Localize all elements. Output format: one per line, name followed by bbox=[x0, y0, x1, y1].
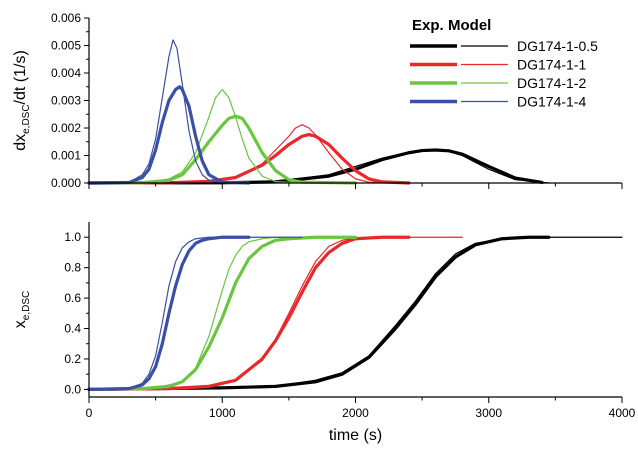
bottom-series-DG174-1-2-model bbox=[88, 236, 303, 390]
legend-header-model: Model bbox=[448, 17, 491, 34]
top-y-tick-label: 0.001 bbox=[51, 149, 81, 163]
x-tick-label: 1000 bbox=[209, 406, 236, 420]
bottom-y-axis-title: xe,DSC bbox=[12, 291, 32, 328]
bottom-y-tick-label: 1.0 bbox=[64, 230, 81, 244]
legend-label: DG174-1-2 bbox=[517, 75, 586, 91]
x-tick-label: 2000 bbox=[342, 406, 369, 420]
x-tick-label: 3000 bbox=[475, 406, 502, 420]
bottom-y-tick-label: 0.6 bbox=[64, 291, 81, 305]
top-panel: 0.000 0.001 0.002 0.003 0.004 0.005 0.006 dxe,D… bbox=[12, 11, 623, 190]
top-series-DG174-1-2-model bbox=[88, 88, 303, 184]
top-series-DG174-1-4-model bbox=[88, 39, 250, 184]
top-y-tick-label: 0.005 bbox=[51, 39, 81, 53]
legend-header-exp: Exp. bbox=[412, 17, 444, 34]
top-y-tick-label: 0.002 bbox=[51, 121, 81, 135]
top-series-DG174-1-1-model bbox=[88, 124, 397, 184]
top-y-tick-label: 0.004 bbox=[51, 66, 81, 80]
legend: Exp. Model DG174-1-0.5 DG174-1-1 DG174-1-2 DG… bbox=[410, 17, 598, 110]
bottom-y-tick-label: 0.2 bbox=[64, 352, 81, 366]
x-tick-label: 4000 bbox=[609, 406, 636, 420]
top-y-axis-title: dxe,DSC/dt (1/s) bbox=[12, 50, 32, 151]
top-series-DG174-1-0.5-exp bbox=[87, 148, 544, 185]
bottom-y-tick-label: 0.8 bbox=[64, 261, 81, 275]
top-y-tick-label: 0.006 bbox=[51, 11, 81, 25]
bottom-series-DG174-1-2-exp bbox=[87, 235, 358, 391]
bottom-y-tick-label: 0.4 bbox=[64, 322, 81, 336]
top-y-tick-label: 0.003 bbox=[51, 94, 81, 108]
bottom-series-DG174-1-0.5-exp bbox=[87, 235, 551, 391]
x-tick-label: 0 bbox=[86, 406, 93, 420]
bottom-y-tick-label: 0.0 bbox=[64, 382, 81, 396]
legend-label: DG174-1-1 bbox=[517, 57, 586, 73]
bottom-series-DG174-1-4-model bbox=[88, 236, 303, 390]
legend-label: DG174-1-0.5 bbox=[517, 38, 598, 54]
bottom-series-DG174-1-4-exp bbox=[87, 235, 251, 391]
top-series-DG174-1-2-exp bbox=[87, 114, 358, 185]
bottom-series-DG174-1-0.5-model bbox=[88, 236, 623, 390]
x-axis-title: time (s) bbox=[329, 427, 382, 444]
legend-label: DG174-1-4 bbox=[517, 94, 586, 110]
bottom-panel: 0.0 0.2 0.4 0.6 0.8 1.0 0 1000 2000 3000 4000 xe,DS… bbox=[12, 222, 636, 444]
top-series-DG174-1-0.5-model bbox=[88, 149, 550, 184]
top-series-DG174-1-4-exp bbox=[87, 85, 251, 185]
top-y-tick-label: 0.000 bbox=[51, 176, 81, 190]
